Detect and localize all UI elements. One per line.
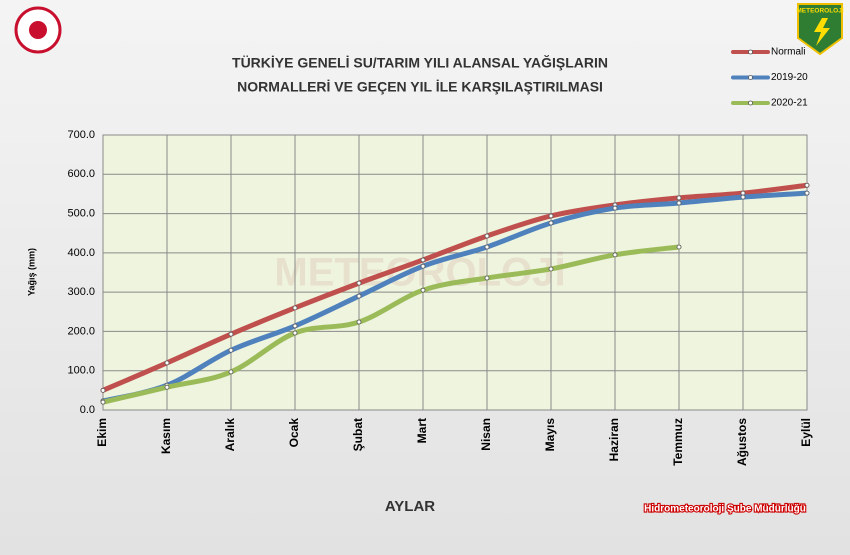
logo-text: METEOROLOJİ [796, 7, 844, 15]
x-tick-label: Eylül [799, 418, 813, 447]
y-axis-title: Yağış (mm) [26, 248, 36, 296]
data-point [228, 369, 234, 375]
series-line [100, 190, 810, 404]
data-point [356, 319, 362, 325]
data-point [228, 347, 234, 353]
y-tick-label: 200.0 [67, 325, 95, 337]
y-tick-label: 300.0 [67, 286, 95, 298]
legend-label: 2019-20 [771, 72, 808, 83]
x-tick-label: Ağustos [735, 418, 749, 466]
data-point [676, 244, 682, 250]
data-point [548, 266, 554, 272]
plot-area [102, 134, 808, 411]
x-tick-label: Aralık [223, 418, 237, 452]
data-point [100, 387, 106, 393]
data-point [420, 287, 426, 293]
data-point [356, 280, 362, 286]
x-tick-label: Ocak [287, 418, 301, 448]
data-point [676, 200, 682, 206]
footer: Hidrometeoroloji Şube Müdürlüğü [644, 504, 806, 515]
x-tick-label: Nisan [479, 418, 493, 451]
y-tick-label: 500.0 [67, 207, 95, 219]
data-point [292, 330, 298, 336]
left-logo [14, 6, 62, 54]
x-tick-label: Ekim [95, 418, 109, 447]
x-tick-label: Haziran [607, 418, 621, 461]
data-point [100, 399, 106, 405]
y-tick-label: 0.0 [80, 404, 95, 416]
data-point [164, 384, 170, 390]
legend-label: Normali [771, 47, 805, 58]
series-line [100, 244, 682, 405]
y-tick-label: 700.0 [67, 129, 95, 141]
data-point [164, 360, 170, 366]
y-tick-label: 600.0 [67, 168, 95, 180]
legend-marker [748, 75, 753, 80]
legend-marker [748, 100, 753, 106]
data-point [548, 213, 554, 219]
data-point [484, 244, 490, 250]
data-point [356, 293, 362, 299]
data-point [740, 194, 746, 200]
data-point [484, 233, 490, 239]
data-point [612, 252, 618, 258]
chart-title: NORMALLERİ VE GEÇEN YIL İLE KARŞILAŞTIRI… [237, 79, 603, 95]
data-point [292, 323, 298, 329]
y-tick-label: 100.0 [67, 365, 95, 377]
data-point [420, 263, 426, 269]
legend-marker [748, 49, 753, 55]
data-point [484, 275, 490, 281]
chart-title: TÜRKİYE GENELİ SU/TARIM YILI ALANSAL YAĞ… [232, 54, 608, 71]
data-point [804, 190, 810, 196]
data-point [612, 205, 618, 211]
data-point [548, 220, 554, 226]
x-tick-label: Temmuz [671, 418, 685, 466]
data-point [420, 257, 426, 263]
y-tick-label: 400.0 [67, 247, 95, 259]
data-point [292, 305, 298, 311]
data-point [804, 182, 810, 188]
x-tick-label: Mart [415, 418, 429, 443]
series-line [100, 182, 810, 393]
x-tick-label: Kasım [159, 418, 173, 454]
right-logo: METEOROLOJİ [796, 3, 844, 56]
legend-label: 2020-21 [771, 98, 808, 109]
data-point [228, 331, 234, 337]
x-tick-label: Mayıs [543, 418, 557, 452]
data-point [676, 195, 682, 201]
x-tick-label: Şubat [351, 418, 365, 451]
x-axis-title: AYLAR [385, 498, 435, 515]
